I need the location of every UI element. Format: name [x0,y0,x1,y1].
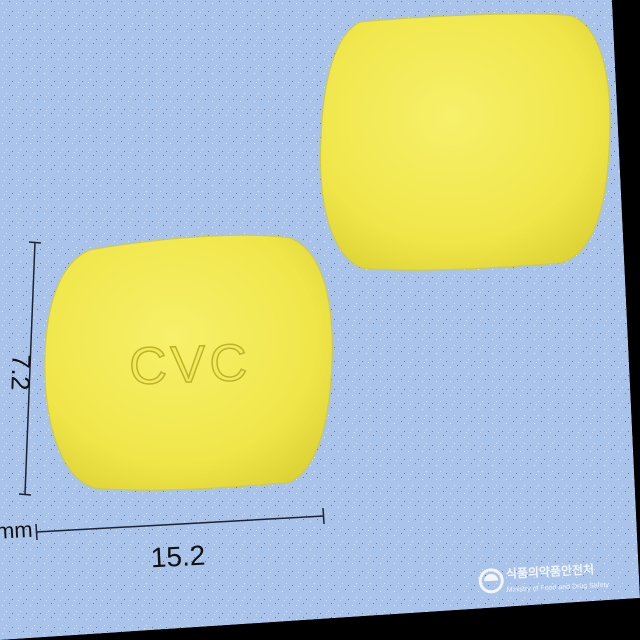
tablet-back [320,13,611,271]
bottom-black-border [0,598,640,640]
watermark-korean: 식품의약품안전처 [505,561,594,581]
right-black-border [612,0,640,598]
mfds-logo-icon [478,568,504,594]
unit-label: mm [0,517,33,544]
tablet-imprint: CVC [128,334,252,396]
width-dimension: mm 15.2 [0,507,325,574]
tablet-front [44,234,333,491]
mfds-watermark: 식품의약품안전처 Ministry of Food and Drug Safet… [478,561,610,594]
height-label: 7.2 [5,354,36,391]
height-dimension: 7.2 [5,241,42,496]
width-label: 15.2 [150,540,206,574]
